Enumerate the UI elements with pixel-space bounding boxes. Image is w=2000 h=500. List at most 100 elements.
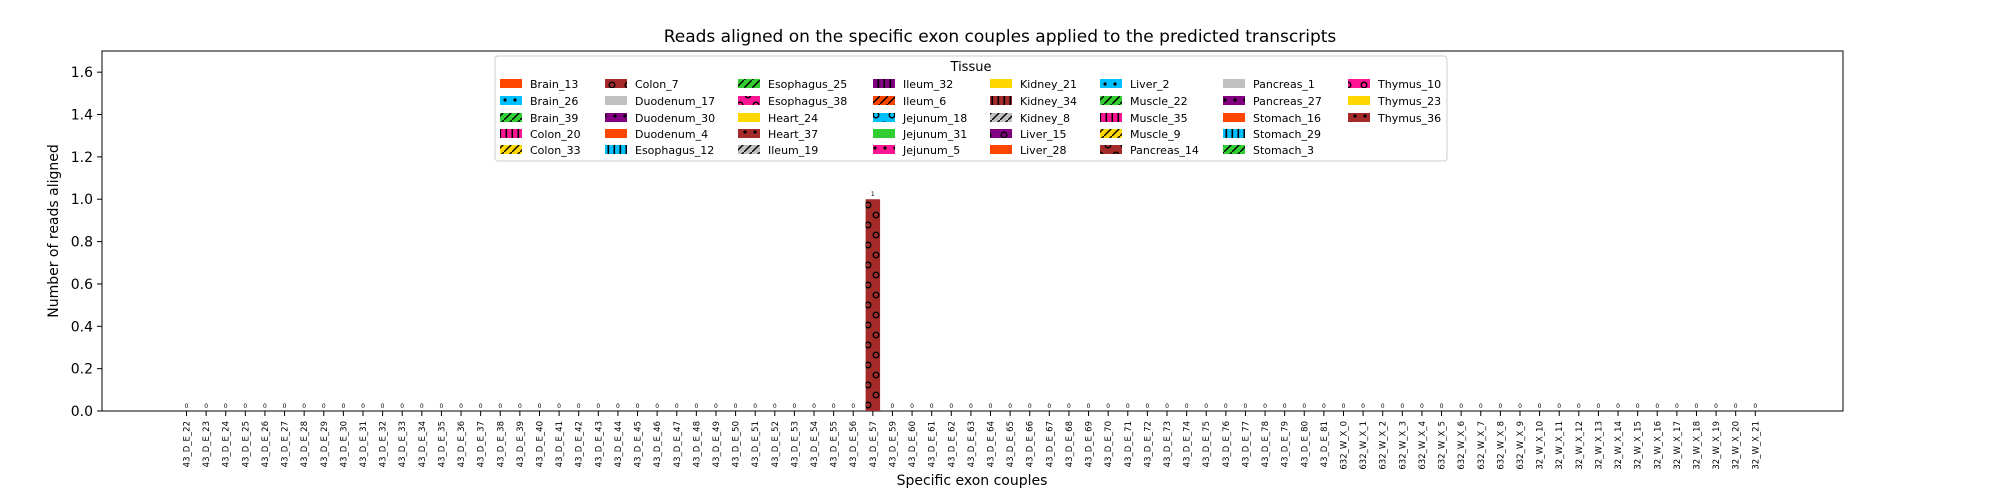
legend-entry: Colon_7	[605, 78, 679, 91]
x-tick-label: 43_D_E_61	[928, 421, 938, 467]
bar-value-label: 0	[655, 403, 659, 410]
legend-entry: Liver_28	[990, 144, 1066, 157]
y-axis: 0.0 0.2 0.4 0.6 0.8 1.0 1.2 1.4 1.6	[71, 65, 102, 420]
legend-entry: Ileum_19	[738, 144, 818, 157]
legend-entry: Duodenum_30	[605, 112, 715, 125]
x-tick-label: 43_D_E_62	[947, 421, 957, 467]
legend-label: Thymus_10	[1377, 78, 1441, 91]
bar-hatch	[865, 199, 881, 411]
x-tick-label: 632_W_X_7	[1477, 421, 1487, 470]
bar-value-label: 0	[1420, 403, 1424, 410]
legend-label: Ileum_19	[768, 144, 818, 157]
legend-entry: Muscle_9	[1100, 128, 1181, 141]
legend-label: Duodenum_17	[635, 95, 715, 108]
x-tick-label: 43_D_E_74	[1183, 421, 1193, 467]
x-tick-label: 32_W_X_16	[1653, 421, 1663, 470]
x-tick-label: 43_D_E_51	[751, 421, 761, 467]
legend-swatch-hatch	[873, 96, 895, 105]
bar-value-label: 0	[636, 403, 640, 410]
x-tick-label: 43_D_E_31	[359, 421, 369, 467]
x-tick-label: 43_D_E_77	[1241, 421, 1251, 467]
x-tick-label: 32_W_X_10	[1536, 421, 1546, 470]
legend-swatch	[605, 129, 627, 138]
x-tick-label: 43_D_E_72	[1143, 421, 1153, 467]
legend-swatch	[873, 129, 895, 138]
bar-value-label: 0	[1263, 403, 1267, 410]
bar-value-label: 0	[1734, 403, 1738, 410]
bar-value-label: 0	[302, 403, 306, 410]
x-tick-label: 43_D_E_27	[281, 421, 291, 467]
bar-value-label: 0	[1361, 403, 1365, 410]
legend-swatch-hatch	[990, 96, 1012, 105]
bar-value-label: 0	[1028, 403, 1032, 410]
x-tick-label: 43_D_E_59	[888, 421, 898, 467]
bar-value-label: 0	[1400, 403, 1404, 410]
legend-swatch-hatch	[605, 113, 627, 122]
x-tick-label: 43_D_E_30	[339, 421, 349, 467]
bar-value-label: 0	[1106, 403, 1110, 410]
legend-label: Duodenum_30	[635, 112, 715, 125]
legend-label: Colon_33	[530, 144, 581, 157]
bar-value-label: 0	[263, 403, 267, 410]
legend-label: Heart_37	[768, 128, 818, 141]
x-tick-label: 43_D_E_34	[418, 421, 428, 467]
legend-entry: Heart_24	[738, 112, 818, 125]
bar-value-label: 0	[381, 403, 385, 410]
legend-entry: Esophagus_12	[605, 144, 714, 157]
bar-value-label: 0	[910, 403, 914, 410]
legend-title: Tissue	[950, 60, 992, 75]
x-tick-label: 43_D_E_63	[967, 421, 977, 467]
x-tick-label: 632_W_X_9	[1516, 421, 1526, 470]
x-tick-label: 43_D_E_57	[869, 421, 879, 467]
y-tick-label: 0.0	[71, 404, 93, 420]
legend-entry: Colon_33	[500, 144, 581, 157]
bar-value-label: 0	[1047, 403, 1051, 410]
value-labels-group: 0 0 0 0 0 0 0 0 0 0 0 0 0 0 0 0 0 0 0 0 0 0 0 0 0 0 0 0 0 0 0 0 0 0 0 1 0 0 0 0…	[185, 191, 1758, 410]
bar-value-label: 0	[440, 403, 444, 410]
legend-label: Ileum_32	[903, 78, 953, 91]
legend-entry: Esophagus_38	[738, 95, 847, 108]
bar-value-label: 0	[753, 403, 757, 410]
legend-entry: Liver_2	[1100, 78, 1169, 91]
legend-label: Muscle_35	[1130, 112, 1188, 125]
bar-value-label: 1	[871, 191, 875, 198]
bar-value-label: 0	[616, 403, 620, 410]
x-tick-label: 43_D_E_56	[849, 421, 859, 467]
x-tick-label: 43_D_E_43	[594, 421, 604, 467]
bar-value-label: 0	[1597, 403, 1601, 410]
bar-value-label: 0	[714, 403, 718, 410]
legend-label: Pancreas_27	[1253, 95, 1322, 108]
bar-value-label: 0	[930, 403, 934, 410]
legend-entry: Stomach_29	[1223, 128, 1321, 141]
legend-swatch-hatch	[990, 113, 1012, 122]
legend-swatch-hatch	[873, 145, 895, 154]
bar-value-label: 0	[1244, 403, 1248, 410]
bar-value-label: 0	[1714, 403, 1718, 410]
legend-label: Thymus_36	[1377, 112, 1441, 125]
bar-value-label: 0	[420, 403, 424, 410]
bar-value-label: 0	[557, 403, 561, 410]
bar-value-label: 0	[1518, 403, 1522, 410]
bar-value-label: 0	[341, 403, 345, 410]
legend-entry: Duodenum_17	[605, 95, 715, 108]
legend-label: Kidney_21	[1020, 78, 1077, 91]
y-tick-label: 0.2	[71, 362, 93, 378]
legend-label: Liver_28	[1020, 144, 1066, 157]
x-tick-label: 43_D_E_49	[712, 421, 722, 467]
bar-value-label: 0	[400, 403, 404, 410]
bar-value-label: 0	[1165, 403, 1169, 410]
bar-value-label: 0	[1381, 403, 1385, 410]
x-tick-label: 43_D_E_70	[1104, 421, 1114, 467]
x-tick-label: 43_D_E_53	[790, 421, 800, 467]
legend-entry: Kidney_34	[990, 95, 1077, 108]
x-tick-label: 43_D_E_33	[398, 421, 408, 467]
legend-swatch-hatch	[500, 113, 522, 122]
legend-label: Esophagus_12	[635, 144, 714, 157]
bar-value-label: 0	[322, 403, 326, 410]
legend: Tissue Brain_13 Brain_26 Brain_39 Colon_20 C…	[494, 55, 1448, 162]
bar-value-label: 0	[1302, 403, 1306, 410]
x-tick-label: 43_D_E_67	[1045, 421, 1055, 467]
x-axis-label: Specific exon couples	[897, 473, 1048, 489]
bar-value-label: 0	[204, 403, 208, 410]
y-tick-label: 0.8	[71, 235, 93, 251]
